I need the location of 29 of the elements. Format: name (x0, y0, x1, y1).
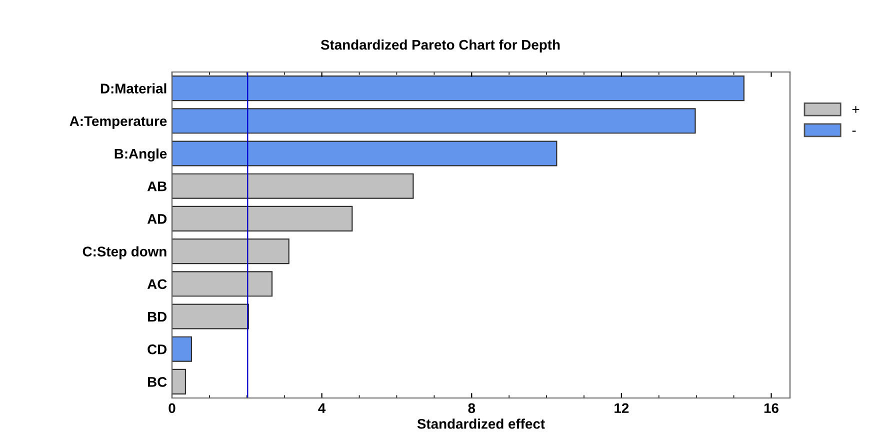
bar (172, 76, 744, 102)
y-tick-label: BC (148, 377, 167, 387)
bar (172, 173, 414, 199)
bar (172, 140, 558, 166)
bar (172, 206, 353, 232)
y-tick-label: AB (147, 182, 167, 192)
y-tick-label: AC (147, 279, 167, 290)
bar (172, 108, 696, 134)
y-tick-label: CD (148, 344, 167, 354)
x-tick-label: 0 (168, 403, 176, 414)
legend-label: - (852, 130, 856, 132)
x-tick-label: 8 (468, 403, 476, 414)
y-tick-label: A:Temperature (70, 116, 167, 129)
bar (172, 238, 290, 264)
bar (172, 304, 249, 330)
legend-label: + (852, 106, 860, 113)
x-axis-title: Standardized effect (417, 418, 545, 429)
x-tick-label: 16 (764, 403, 778, 414)
y-tick-label: AD (147, 214, 167, 224)
y-tick-label: D:Material (100, 83, 166, 94)
chart-title: Standardized Pareto Chart for Depth (320, 40, 560, 52)
bar (172, 271, 273, 297)
y-tick-label: B:Angle (114, 148, 167, 162)
bar (172, 336, 192, 362)
bar (172, 368, 186, 394)
y-tick-label: C:Step down (82, 246, 166, 260)
x-tick-label: 4 (318, 403, 326, 413)
y-tick-label: BD (148, 312, 167, 322)
x-tick-label: 12 (614, 403, 629, 413)
